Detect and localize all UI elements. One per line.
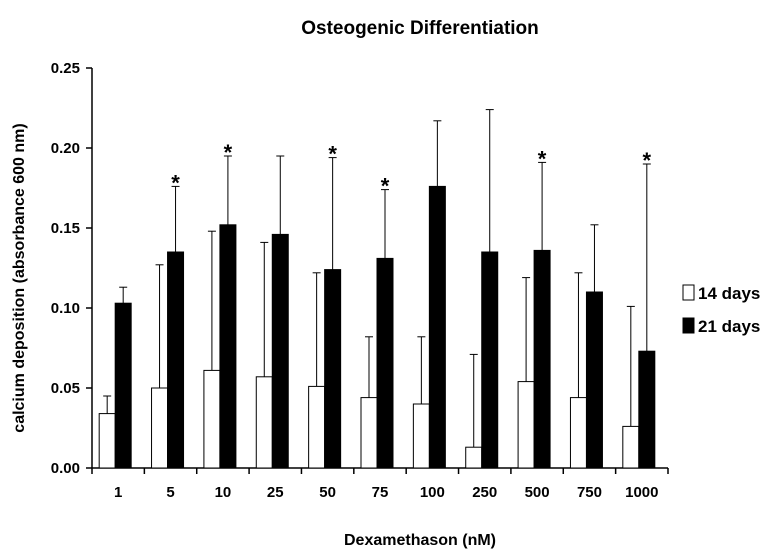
- chart-title: Osteogenic Differentiation: [301, 18, 539, 39]
- legend-swatch-21-days: [682, 317, 695, 334]
- y-axis-label: calcium deposition (absorbance 600 nm): [11, 123, 28, 432]
- legend-swatch-14-days: [682, 284, 695, 301]
- legend-label-21-days: 21 days: [698, 317, 760, 336]
- y-tick-label: 0.25: [51, 60, 80, 77]
- significance-marker: *: [381, 174, 390, 199]
- bar-21-days: [271, 233, 289, 469]
- bar-14-days: [360, 397, 378, 469]
- plot-area: 0.00 0.05 0.10 0.15 0.20 0.25 1 5 * 10 * 25 50 * 75 * 10…: [51, 60, 669, 501]
- bar-21-days: [167, 251, 185, 469]
- x-tick-label: 10: [215, 484, 232, 501]
- significance-marker: *: [538, 146, 547, 171]
- x-axis-label: Dexamethason (nM): [344, 532, 496, 549]
- x-tick-label: 5: [166, 484, 174, 501]
- y-tick-label: 0.10: [51, 300, 80, 317]
- bar-21-days: [585, 291, 603, 469]
- bar-14-days: [412, 403, 430, 469]
- bar-21-days: [376, 257, 394, 469]
- legend: 14 days 21 days: [682, 284, 760, 336]
- y-tick-label: 0.20: [51, 140, 80, 157]
- bar-14-days: [203, 369, 221, 469]
- x-tick-label: 1: [114, 484, 122, 501]
- x-tick-label: 25: [267, 484, 284, 501]
- x-tick-label: 50: [319, 484, 336, 501]
- x-tick-label: 100: [420, 484, 445, 501]
- bar-14-days: [465, 446, 483, 469]
- x-tick-label: 750: [577, 484, 602, 501]
- significance-marker: *: [171, 170, 180, 195]
- x-tick-label: 75: [372, 484, 389, 501]
- bar-21-days: [481, 251, 499, 469]
- significance-marker: *: [643, 148, 652, 173]
- bar-14-days: [308, 385, 326, 469]
- bar-21-days: [533, 249, 551, 469]
- bar-14-days: [622, 425, 640, 469]
- x-tick-label: 500: [525, 484, 550, 501]
- x-tick-label: 1000: [625, 484, 658, 501]
- bar-14-days: [98, 413, 116, 469]
- y-tick-label: 0.00: [51, 460, 80, 477]
- significance-marker: *: [224, 140, 233, 165]
- bar-14-days: [255, 376, 273, 469]
- y-tick-label: 0.15: [51, 220, 80, 237]
- bar-21-days: [114, 302, 132, 469]
- bar-21-days: [219, 224, 237, 469]
- x-tick-label: 250: [472, 484, 497, 501]
- significance-marker: *: [328, 142, 337, 167]
- bar-21-days: [638, 350, 656, 469]
- bar-14-days: [517, 381, 535, 469]
- bar-21-days: [428, 185, 446, 469]
- y-tick-label: 0.05: [51, 380, 80, 397]
- legend-label-14-days: 14 days: [698, 284, 760, 303]
- bar-14-days: [569, 397, 587, 469]
- bar-21-days: [324, 269, 342, 469]
- bar-14-days: [151, 387, 169, 469]
